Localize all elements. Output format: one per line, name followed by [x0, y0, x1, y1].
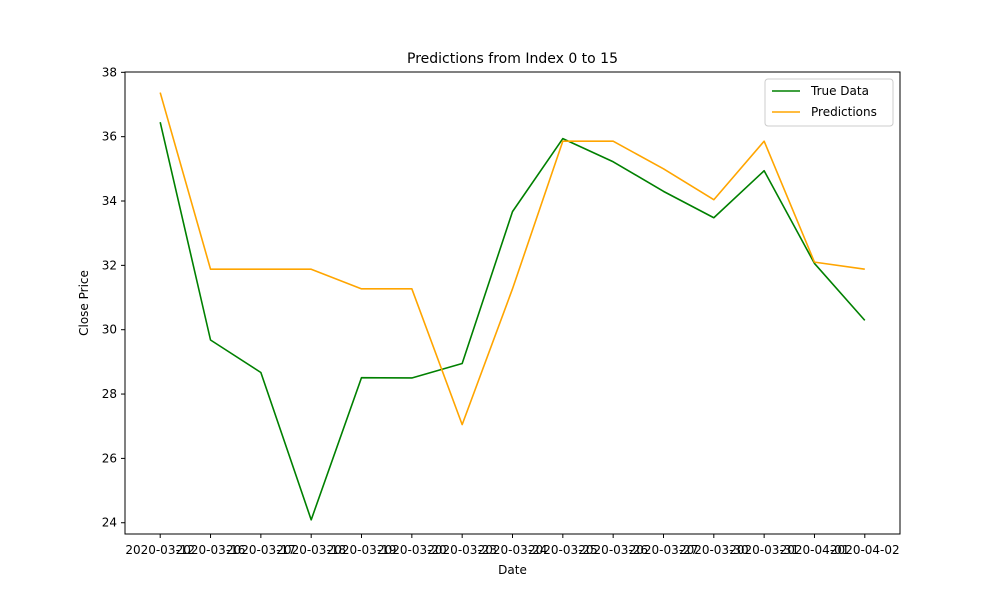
x-tick-label: 2020-03-24 [478, 543, 548, 557]
x-tick-label: 2020-04-02 [830, 543, 900, 557]
y-axis-title: Close Price [77, 270, 91, 336]
x-tick-label: 2020-03-16 [176, 543, 246, 557]
legend-label: Predictions [811, 105, 877, 119]
y-tick-label: 30 [102, 323, 117, 337]
x-tick-label: 2020-03-18 [276, 543, 346, 557]
y-tick-label: 26 [102, 451, 117, 465]
x-tick-label: 2020-03-20 [377, 543, 447, 557]
x-axis-title: Date [498, 563, 527, 577]
legend-label: True Data [810, 84, 869, 98]
y-tick-label: 34 [102, 194, 117, 208]
y-tick-label: 24 [102, 516, 117, 530]
chart-title: Predictions from Index 0 to 15 [407, 51, 618, 67]
x-tick-label: 2020-03-30 [679, 543, 749, 557]
x-axis: 2020-03-122020-03-162020-03-172020-03-18… [125, 534, 900, 557]
x-tick-label: 2020-03-17 [226, 543, 296, 557]
x-tick-label: 2020-03-19 [327, 543, 397, 557]
x-tick-label: 2020-03-31 [729, 543, 799, 557]
y-tick-label: 32 [102, 258, 117, 272]
y-tick-label: 38 [102, 65, 117, 79]
x-tick-label: 2020-03-25 [528, 543, 598, 557]
legend: True Data Predictions [764, 78, 894, 127]
series-lines [159, 92, 866, 521]
x-tick-label: 2020-04-01 [780, 543, 850, 557]
series-line-predictions [159, 92, 865, 426]
x-tick-label: 2020-03-27 [629, 543, 699, 557]
x-tick-label: 2020-03-26 [578, 543, 648, 557]
y-tick-label: 36 [102, 130, 117, 144]
x-tick-label: 2020-03-23 [427, 543, 497, 557]
series-line-true-data [159, 122, 866, 521]
x-tick-label: 2020-03-12 [125, 543, 195, 557]
y-axis: 24 26 28 30 32 34 36 38 [102, 65, 125, 530]
y-tick-label: 28 [102, 387, 117, 401]
plot-area [124, 71, 901, 535]
